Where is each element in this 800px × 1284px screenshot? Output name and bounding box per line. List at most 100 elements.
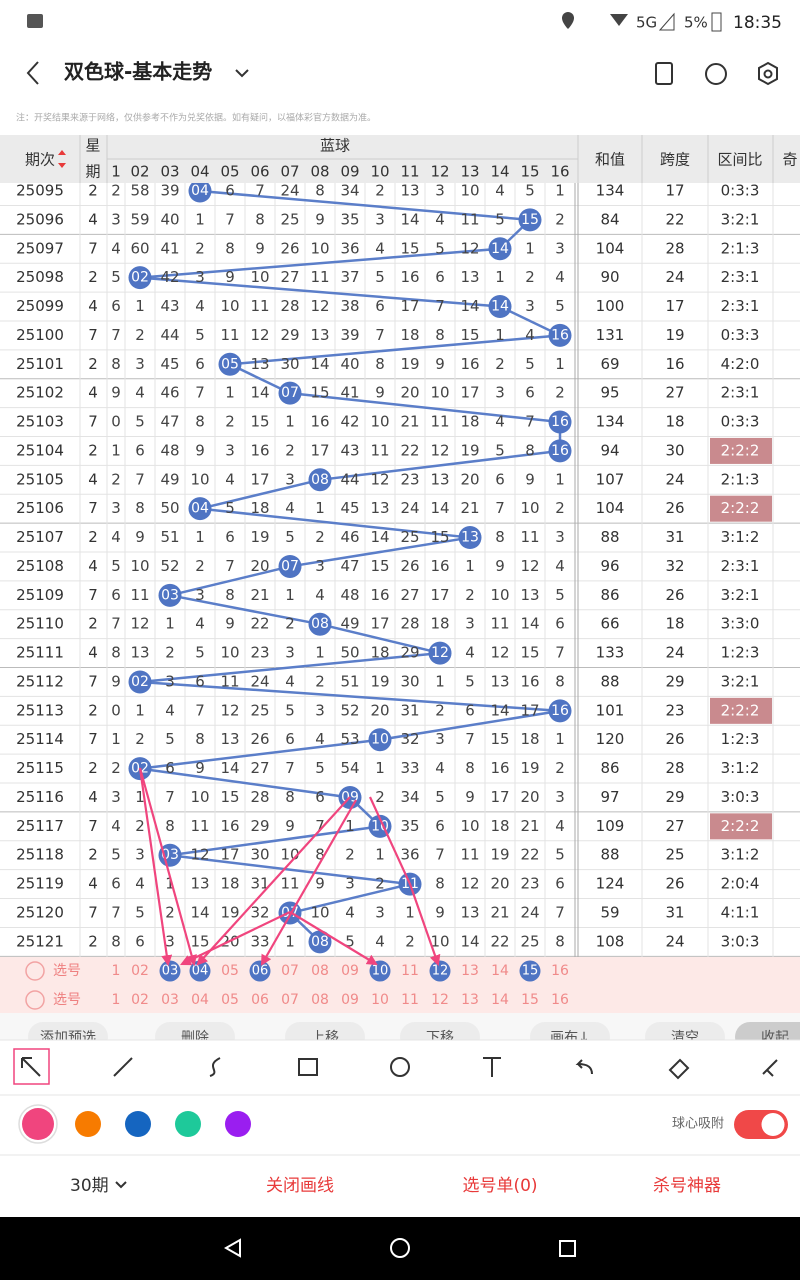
miss-count: 10 (220, 297, 239, 315)
miss-count: 33 (250, 932, 269, 950)
miss-count: 17 (400, 297, 419, 315)
miss-count: 13 (130, 644, 149, 662)
span: 29 (665, 672, 684, 690)
miss-count: 5 (465, 672, 475, 690)
tool-eraser[interactable] (668, 1058, 690, 1080)
miss-count: 3 (555, 239, 565, 257)
header-number: 02 (130, 163, 149, 181)
miss-count: 29 (400, 644, 419, 662)
miss-count: 5 (345, 932, 355, 950)
miss-count: 8 (435, 875, 445, 893)
miss-count: 4 (525, 326, 535, 344)
span: 29 (665, 788, 684, 806)
miss-count: 2 (555, 384, 565, 402)
tool-rect[interactable] (298, 1058, 318, 1076)
span: 22 (665, 210, 684, 228)
blue-ball (128, 670, 152, 694)
tool-text[interactable] (483, 1057, 501, 1077)
tool-undo[interactable] (575, 1059, 593, 1075)
miss-count: 36 (400, 846, 419, 864)
miss-count: 9 (135, 528, 145, 546)
miss-count: 19 (490, 846, 509, 864)
miss-count: 3 (375, 210, 385, 228)
miss-count: 51 (340, 672, 359, 690)
miss-count: 5 (195, 326, 205, 344)
miss-count: 9 (375, 384, 385, 402)
nav-bar (0, 1217, 800, 1280)
miss-count: 50 (340, 644, 359, 662)
color-pink[interactable] (22, 1108, 54, 1140)
miss-count: 4 (555, 817, 565, 835)
miss-count: 2 (135, 817, 145, 835)
miss-count: 12 (370, 470, 389, 488)
ratio: 2:2:2 (721, 499, 760, 517)
period-select[interactable]: 30期 (70, 1176, 109, 1196)
miss-count: 9 (495, 557, 505, 575)
miss-count: 12 (490, 644, 509, 662)
miss-count: 1 (111, 730, 121, 748)
miss-count: 2 (165, 904, 175, 922)
back[interactable] (26, 61, 39, 85)
color-green[interactable] (175, 1111, 201, 1137)
select-radio (25, 961, 45, 981)
miss-count: 47 (160, 413, 179, 431)
miss-count: 1 (405, 904, 415, 922)
miss-count: 1 (555, 182, 565, 200)
pick-list[interactable]: 选号单(0) (462, 1176, 537, 1196)
miss-count: 16 (520, 672, 539, 690)
blue-ball (308, 612, 332, 636)
miss-count: 2 (375, 788, 385, 806)
miss-count: 13 (400, 182, 419, 200)
select-number: 07 (281, 992, 299, 1008)
miss-count: 13 (220, 730, 239, 748)
miss-count: 5 (135, 413, 145, 431)
weekday: 2 (88, 932, 98, 950)
miss-count: 1 (135, 701, 145, 719)
span: 28 (665, 239, 684, 257)
tool-line[interactable] (113, 1057, 133, 1077)
miss-count: 3 (195, 268, 205, 286)
weekday: 7 (88, 326, 98, 344)
miss-count: 17 (310, 441, 329, 459)
miss-count: 4 (111, 239, 121, 257)
kill-tool[interactable]: 杀号神器 (653, 1176, 721, 1196)
tool-brush[interactable] (762, 1059, 778, 1077)
miss-count: 14 (460, 297, 479, 315)
miss-count: 2 (315, 528, 325, 546)
blue-ball (488, 295, 512, 319)
miss-count: 2 (285, 615, 295, 633)
tool-circle[interactable] (390, 1057, 410, 1077)
color-purple[interactable] (225, 1111, 251, 1137)
tool-curve[interactable] (209, 1057, 221, 1077)
settings-icon[interactable] (758, 61, 778, 86)
miss-count: 52 (160, 557, 179, 575)
export-icon[interactable] (705, 63, 727, 85)
miss-count: 9 (111, 384, 121, 402)
ball-number: 14 (491, 299, 509, 315)
span: 24 (665, 470, 684, 488)
miss-count: 24 (280, 182, 299, 200)
nav-recent[interactable] (559, 1240, 576, 1257)
sum: 96 (600, 557, 619, 575)
miss-count: 5 (495, 210, 505, 228)
color-orange[interactable] (75, 1111, 101, 1137)
share-icon[interactable] (655, 62, 673, 85)
select-number: 16 (551, 963, 569, 979)
select-number: 10 (371, 992, 389, 1008)
span: 30 (665, 441, 684, 459)
miss-count: 3 (495, 384, 505, 402)
miss-count: 8 (285, 788, 295, 806)
close-drawing[interactable]: 关闭画线 (266, 1176, 334, 1196)
miss-count: 1 (285, 413, 295, 431)
color-blue[interactable] (125, 1111, 151, 1137)
nav-back[interactable] (223, 1238, 241, 1258)
issue: 25114 (16, 730, 64, 748)
weekday: 7 (88, 672, 98, 690)
nav-home[interactable] (390, 1238, 410, 1258)
tool-arrow[interactable] (21, 1057, 41, 1077)
miss-count: 8 (111, 932, 121, 950)
miss-count: 7 (435, 297, 445, 315)
miss-count: 1 (165, 875, 175, 893)
weekday: 2 (88, 182, 98, 200)
ratio: 0:3:3 (721, 182, 760, 200)
